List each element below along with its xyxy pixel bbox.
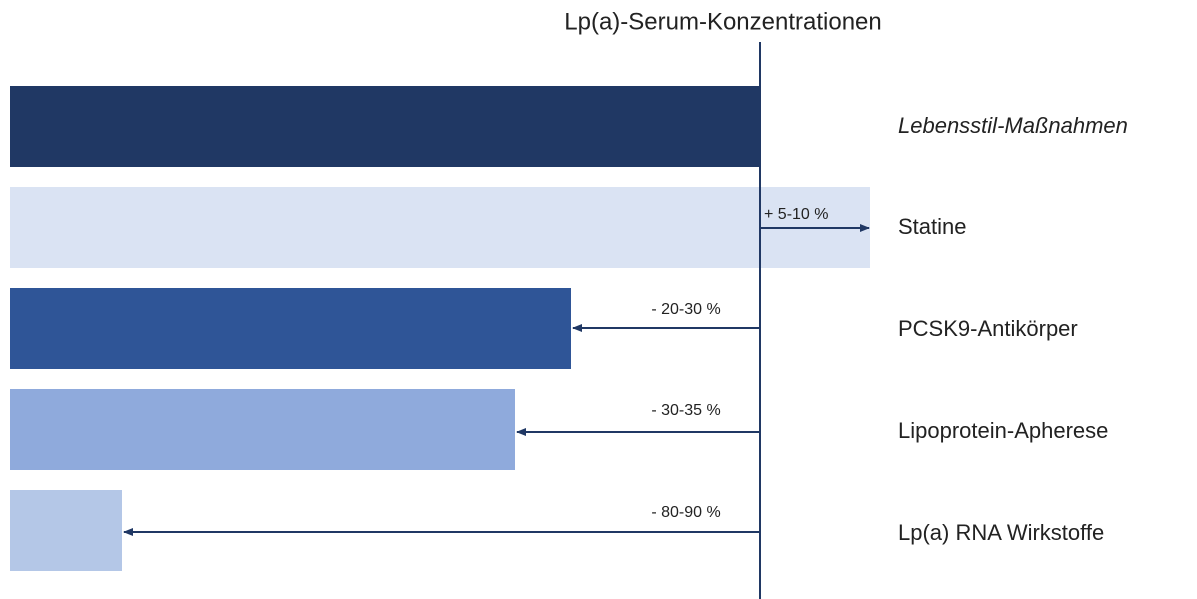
change-label: - 30-35 % <box>651 402 720 419</box>
bar <box>10 187 870 268</box>
row-label: PCSK9-Antikörper <box>898 316 1078 341</box>
bar <box>10 86 760 167</box>
row-label: Lp(a) RNA Wirkstoffe <box>898 520 1104 545</box>
change-label: + 5-10 % <box>764 206 828 223</box>
row-label: Lebensstil-Maßnahmen <box>898 113 1128 138</box>
bar <box>10 490 122 571</box>
change-label: - 20-30 % <box>651 301 720 318</box>
row-label: Lipoprotein-Apherese <box>898 418 1108 443</box>
bar <box>10 288 571 369</box>
title: Lp(a)-Serum-Konzentrationen <box>564 8 882 35</box>
row-label: Statine <box>898 214 967 239</box>
change-label: - 80-90 % <box>651 504 720 521</box>
bar <box>10 389 515 470</box>
